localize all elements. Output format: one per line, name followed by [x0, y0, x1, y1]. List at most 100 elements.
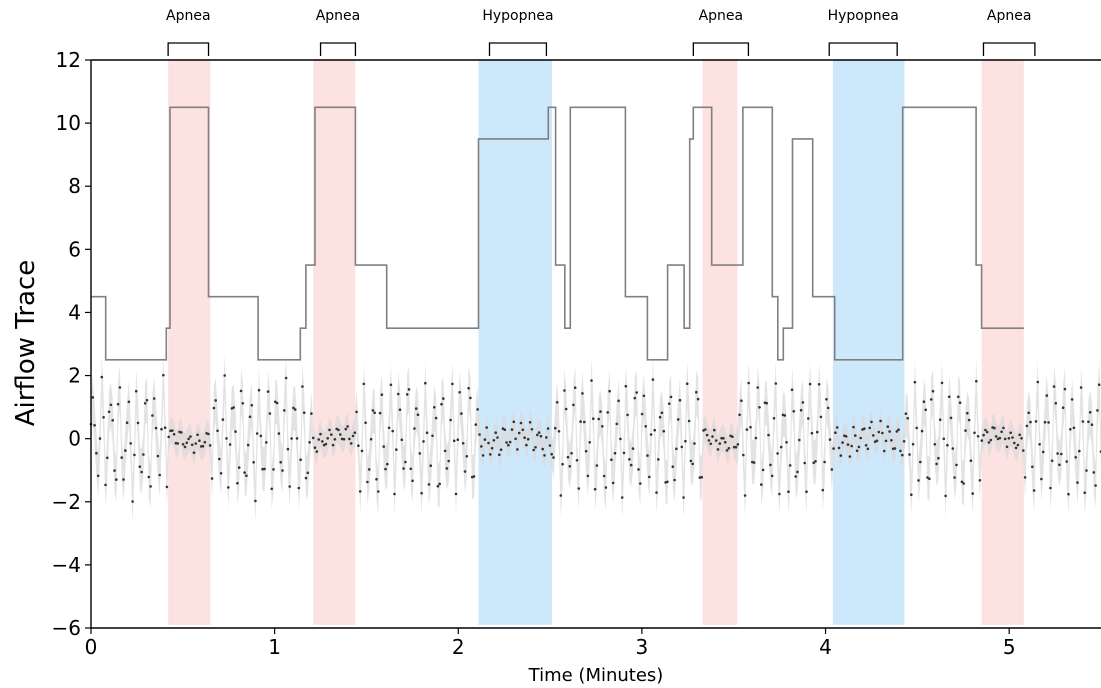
signal-point — [389, 383, 393, 387]
signal-point — [362, 382, 366, 386]
signal-point — [358, 490, 362, 493]
signal-point — [189, 435, 192, 438]
signal-point — [937, 456, 940, 460]
signal-point — [973, 431, 976, 435]
signal-point — [171, 429, 174, 432]
signal-point — [180, 431, 183, 434]
signal-point — [830, 468, 834, 471]
signal-point — [886, 425, 890, 429]
signal-point — [1078, 449, 1081, 453]
signal-point — [723, 440, 727, 444]
signal-point — [360, 449, 364, 453]
signal-point — [933, 443, 937, 446]
signal-point — [989, 438, 993, 442]
signal-point — [357, 444, 360, 448]
signal-point — [219, 472, 223, 475]
signal-point — [302, 411, 306, 415]
y-tick-label: 12 — [56, 48, 81, 72]
signal-point — [245, 474, 248, 478]
signal-point — [521, 428, 525, 432]
signal-point — [382, 445, 386, 448]
signal-point — [393, 492, 396, 496]
signal-point — [433, 406, 436, 409]
signal-point — [1047, 421, 1050, 424]
signal-point — [304, 476, 308, 480]
signal-point — [545, 436, 548, 439]
uncertainty-band — [91, 353, 1101, 524]
signal-point — [834, 431, 837, 435]
signal-point — [776, 452, 779, 455]
signal-point — [671, 465, 675, 469]
signal-point — [946, 443, 949, 447]
signal-point — [852, 425, 855, 429]
signal-point — [1083, 491, 1086, 495]
signal-point — [660, 411, 664, 415]
signal-point — [629, 463, 633, 467]
signal-point — [1043, 420, 1047, 424]
signal-point — [474, 423, 478, 426]
signal-point — [584, 449, 588, 453]
signal-point — [440, 402, 443, 406]
signal-point — [919, 460, 922, 464]
signal-point — [283, 409, 286, 412]
signal-point — [483, 438, 487, 441]
signal-point — [707, 439, 711, 442]
signal-point — [429, 464, 433, 468]
signal-point — [223, 374, 226, 377]
signal-point — [754, 436, 758, 440]
signal-point — [133, 453, 136, 457]
signal-point — [420, 491, 423, 495]
signal-point — [297, 486, 301, 490]
signal-point — [832, 447, 835, 450]
signal-point — [436, 484, 440, 488]
signal-point — [1081, 420, 1085, 423]
x-tick-label: 2 — [452, 635, 465, 659]
signal-point — [839, 454, 843, 457]
signal-point — [1003, 437, 1007, 441]
signal-point — [286, 447, 290, 451]
signal-point — [546, 427, 550, 430]
signal-point — [913, 380, 917, 384]
signal-point — [498, 453, 501, 457]
y-tick-label: 10 — [56, 111, 81, 135]
signal-point — [888, 430, 891, 433]
signal-point — [691, 462, 694, 466]
signal-point — [550, 452, 553, 456]
signal-point — [1069, 428, 1072, 431]
signal-point — [405, 393, 409, 396]
signal-point — [633, 396, 637, 400]
signal-point — [1074, 456, 1077, 459]
x-tick-label: 1 — [268, 635, 281, 659]
signal-point — [463, 470, 467, 473]
signal-point — [747, 381, 750, 385]
signal-point — [628, 458, 631, 461]
signal-point — [342, 437, 346, 441]
signal-point — [414, 407, 418, 410]
signal-point — [129, 442, 132, 445]
signal-point — [243, 471, 246, 474]
signal-point — [505, 441, 508, 444]
signal-point — [680, 445, 684, 449]
signal-point — [1090, 423, 1094, 427]
signal-point — [955, 463, 958, 467]
signal-point — [136, 421, 140, 425]
uncertainty-band-area — [91, 353, 1101, 524]
signal-point — [604, 486, 608, 489]
signal-point — [953, 476, 956, 479]
signal-point — [743, 494, 747, 497]
signal-point — [324, 442, 328, 446]
signal-point — [284, 376, 288, 380]
signal-point — [207, 432, 210, 436]
signal-point — [613, 451, 617, 455]
signal-point — [657, 458, 660, 461]
signal-point — [454, 492, 458, 496]
signal-point — [566, 455, 570, 459]
signal-point — [639, 482, 642, 485]
signal-point — [870, 420, 873, 424]
signal-point — [967, 418, 971, 422]
signal-point — [122, 478, 125, 481]
signal-point — [904, 412, 908, 416]
signal-point — [255, 432, 259, 435]
signal-point — [308, 441, 311, 444]
